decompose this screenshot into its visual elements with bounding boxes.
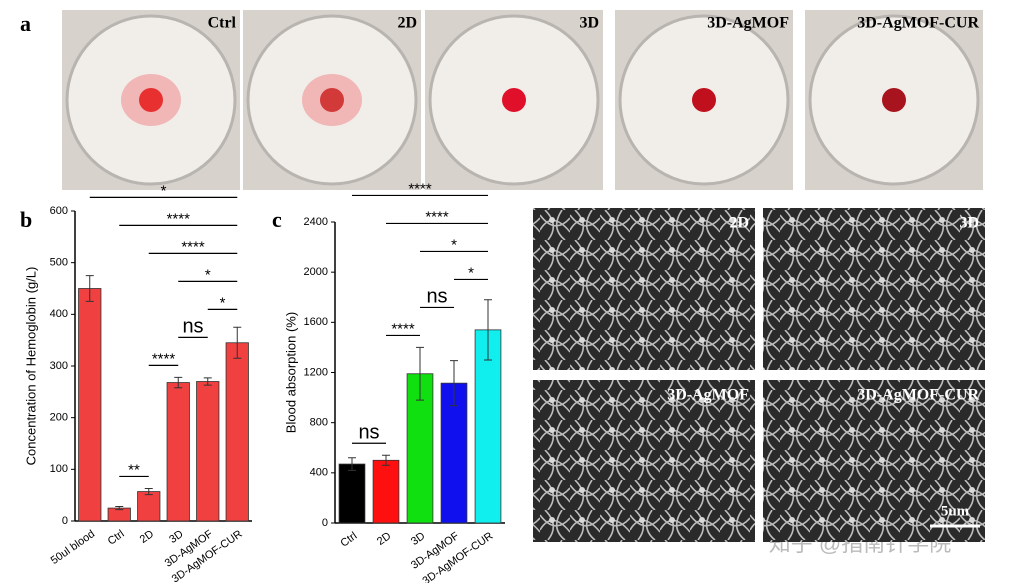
significance-label: **** bbox=[167, 210, 191, 227]
error-bar bbox=[144, 487, 153, 496]
panel-label: b bbox=[20, 207, 32, 232]
y-tick-label: 300 bbox=[50, 360, 68, 372]
significance-label: ns bbox=[182, 316, 203, 338]
sem-image bbox=[533, 208, 755, 370]
photo-label: 3D-AgMOF-CUR bbox=[857, 15, 979, 32]
x-tick-label: 50ul blood bbox=[49, 528, 97, 567]
significance-label: ns bbox=[426, 286, 447, 308]
panel-label: a bbox=[20, 11, 31, 36]
error-bar bbox=[174, 376, 183, 389]
bar bbox=[166, 382, 190, 522]
significance-label: * bbox=[468, 264, 474, 281]
sample bbox=[320, 88, 344, 112]
photo-label: 2D bbox=[397, 15, 417, 32]
significance-label: * bbox=[161, 182, 167, 199]
y-tick-label: 0 bbox=[322, 517, 328, 529]
y-axis-label: Concentration of Hemoglobin (g/L) bbox=[23, 267, 38, 466]
sample bbox=[692, 88, 716, 112]
error-bar bbox=[450, 360, 458, 407]
photo-label: 3D-AgMOF bbox=[707, 15, 789, 32]
x-tick-label: 2D bbox=[375, 530, 393, 548]
y-tick-label: 1600 bbox=[304, 316, 328, 328]
x-tick-label: 3D bbox=[409, 530, 427, 548]
y-tick-label: 2400 bbox=[304, 216, 328, 228]
photo-label: 3D bbox=[579, 15, 599, 32]
y-tick-label: 100 bbox=[50, 463, 68, 475]
bar bbox=[338, 463, 366, 524]
photo-label: Ctrl bbox=[208, 15, 237, 32]
error-bar bbox=[416, 346, 424, 401]
sample bbox=[502, 88, 526, 112]
bar bbox=[225, 342, 249, 522]
significance-label: ** bbox=[128, 461, 140, 478]
significance-label: **** bbox=[391, 320, 415, 337]
y-tick-label: 2000 bbox=[304, 266, 328, 278]
error-bar bbox=[348, 457, 356, 471]
error-bar bbox=[233, 326, 242, 359]
sem-label: 3D-AgMOF bbox=[667, 387, 749, 404]
bar bbox=[440, 382, 468, 524]
sem-label: 3D-AgMOF-CUR bbox=[857, 387, 979, 404]
x-tick-label: Ctrl bbox=[106, 528, 127, 548]
sem-label: 3D bbox=[959, 215, 979, 232]
sem-image bbox=[763, 380, 985, 542]
error-bar bbox=[484, 299, 492, 361]
panel-label: c bbox=[272, 207, 282, 232]
significance-label: **** bbox=[425, 208, 449, 225]
sample bbox=[139, 88, 163, 112]
significance-label: * bbox=[451, 236, 457, 253]
sem-image bbox=[763, 208, 985, 370]
x-tick-label: 2D bbox=[138, 528, 156, 546]
y-tick-label: 400 bbox=[50, 308, 68, 320]
significance-label: **** bbox=[408, 180, 432, 197]
scale-bar-label: 5um bbox=[941, 503, 970, 519]
bar bbox=[372, 459, 400, 524]
error-bar bbox=[382, 454, 390, 466]
y-axis-label: Blood absorption (%) bbox=[283, 312, 298, 433]
bar bbox=[196, 381, 220, 522]
y-tick-label: 400 bbox=[310, 467, 328, 479]
x-tick-label: 3D bbox=[167, 528, 185, 546]
y-tick-label: 800 bbox=[310, 417, 328, 429]
significance-label: **** bbox=[181, 238, 205, 255]
sem-image bbox=[533, 380, 755, 542]
error-bar bbox=[115, 506, 124, 511]
y-tick-label: 1200 bbox=[304, 366, 328, 378]
sample bbox=[882, 88, 906, 112]
y-tick-label: 600 bbox=[50, 205, 68, 217]
y-tick-label: 200 bbox=[50, 412, 68, 424]
error-bar bbox=[203, 377, 212, 386]
y-tick-label: 500 bbox=[50, 257, 68, 269]
bar bbox=[78, 288, 102, 522]
significance-label: **** bbox=[152, 350, 176, 367]
significance-label: * bbox=[205, 266, 211, 283]
significance-label: * bbox=[220, 294, 226, 311]
x-tick-label: Ctrl bbox=[338, 530, 359, 550]
y-tick-label: 0 bbox=[62, 515, 68, 527]
sem-label: 2D bbox=[729, 215, 749, 232]
bar bbox=[137, 491, 161, 522]
significance-label: ns bbox=[358, 422, 379, 444]
error-bar bbox=[85, 275, 94, 302]
